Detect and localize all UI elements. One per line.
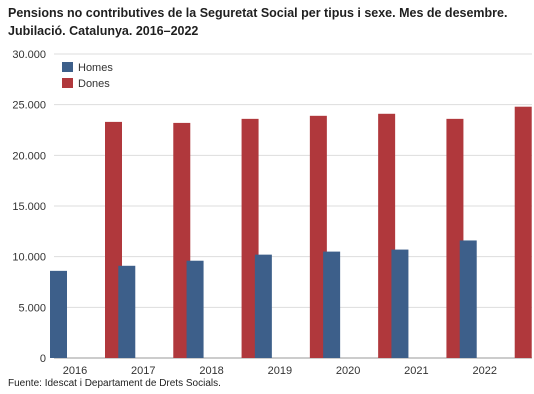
y-tick-label: 10.000 [12,252,46,264]
bar-dones-2019 [309,115,327,359]
legend-swatch-dones [62,78,73,88]
bars [50,106,532,359]
y-tick-label: 5.000 [18,302,46,314]
bar-dones-2020 [378,113,396,358]
y-tick-label: 0 [40,353,46,365]
y-axis: 0 5.000 10.000 15.000 20.000 25.000 30.000 [12,49,46,365]
bar-dones-2021 [446,118,464,358]
y-tick-label: 30.000 [12,49,46,61]
y-tick-label: 15.000 [12,201,46,213]
bar-homes-2018 [186,260,204,358]
x-tick-label: 2018 [199,365,223,377]
chart-title: Pensions no contributives de la Segureta… [8,6,508,38]
bar-dones-2016 [105,121,122,358]
bar-homes-2022 [459,240,477,358]
legend-swatch-homes [62,62,73,72]
x-axis: 2016 2017 2018 2019 2020 2021 2022 [63,365,497,377]
legend: Homes Dones [62,62,113,90]
source-note: Fuente: Idescat i Departament de Drets S… [8,378,221,389]
bar-homes-2020 [323,251,341,358]
x-tick-label: 2016 [63,365,87,377]
bar-dones-2018 [241,118,259,358]
y-tick-label: 25.000 [12,100,46,112]
y-tick-label: 20.000 [12,150,46,162]
bar-homes-2019 [254,254,272,358]
x-tick-label: 2021 [404,365,428,377]
bar-homes-2021 [391,249,409,358]
x-tick-label: 2020 [336,365,360,377]
x-tick-label: 2019 [268,365,292,377]
legend-label-dones: Dones [78,78,110,90]
bar-dones-2017 [173,122,191,358]
x-tick-label: 2017 [131,365,155,377]
bar-homes-2016 [50,270,67,358]
bar-dones-2022 [514,106,532,359]
x-tick-label: 2022 [472,365,496,377]
bar-homes-2017 [118,265,136,358]
legend-label-homes: Homes [78,62,113,74]
